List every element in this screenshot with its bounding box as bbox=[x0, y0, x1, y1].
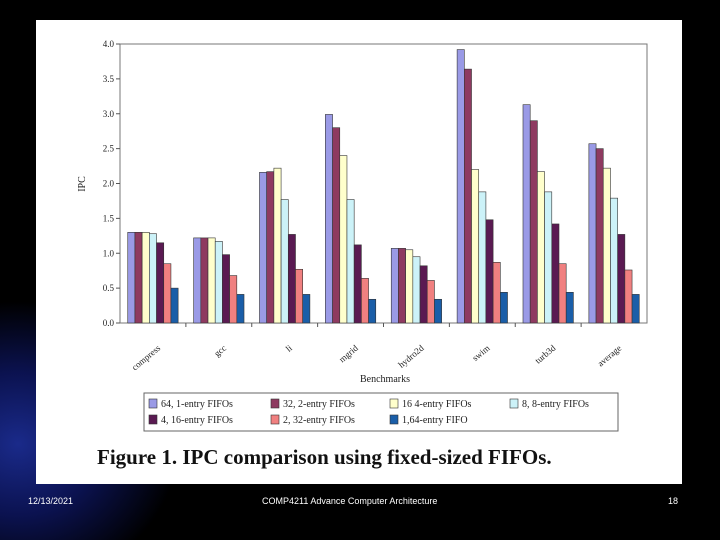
legend-label: 4, 16-entry FIFOs bbox=[161, 415, 233, 426]
bar bbox=[207, 237, 216, 324]
legend-label: 1,64-entry FIFO bbox=[402, 415, 468, 426]
legend-swatch bbox=[389, 398, 399, 409]
bar bbox=[127, 232, 136, 324]
legend-label: 64, 1-entry FIFOs bbox=[161, 399, 233, 410]
bar bbox=[134, 232, 143, 324]
bar bbox=[398, 248, 406, 324]
legend-label: 8, 8-entry FIFOs bbox=[522, 399, 589, 410]
bar bbox=[390, 248, 399, 324]
bar bbox=[229, 275, 238, 324]
bar bbox=[170, 287, 179, 324]
bar bbox=[149, 233, 157, 324]
bar bbox=[419, 265, 428, 324]
bar bbox=[222, 254, 230, 324]
legend-label: 16 4-entry FIFOs bbox=[402, 399, 472, 410]
bar bbox=[464, 68, 472, 324]
y-tick-label: 4.0 bbox=[103, 39, 115, 49]
bar bbox=[266, 171, 275, 324]
bar bbox=[193, 237, 202, 324]
y-tick-label: 1.5 bbox=[103, 213, 115, 223]
bar bbox=[163, 263, 172, 324]
x-axis-label: Benchmarks bbox=[360, 374, 410, 385]
x-tick-label: swim bbox=[470, 343, 491, 363]
bar bbox=[259, 172, 267, 324]
x-tick-label: gcc bbox=[212, 343, 228, 359]
x-tick-label: hydro2d bbox=[396, 343, 426, 370]
bar bbox=[617, 234, 626, 324]
bar bbox=[500, 292, 508, 324]
y-tick-label: 2.5 bbox=[103, 144, 115, 154]
legend-swatch bbox=[270, 414, 280, 425]
bar bbox=[624, 269, 633, 324]
bar bbox=[412, 256, 421, 324]
bar bbox=[353, 244, 362, 324]
bar bbox=[544, 191, 553, 324]
bar bbox=[492, 262, 501, 324]
bar bbox=[602, 167, 611, 324]
bar bbox=[565, 292, 574, 324]
bar bbox=[273, 167, 282, 324]
bar bbox=[368, 298, 377, 324]
footer-date: 12/13/2021 bbox=[28, 496, 74, 506]
figure-caption: Figure 1. IPC comparison using fixed-siz… bbox=[97, 445, 552, 469]
bar bbox=[426, 280, 435, 324]
y-tick-label: 3.5 bbox=[103, 74, 115, 84]
bar bbox=[361, 278, 369, 324]
bar bbox=[529, 120, 538, 324]
legend-label: 2, 32-entry FIFOs bbox=[283, 415, 355, 426]
legend-swatch bbox=[148, 414, 158, 425]
legend-label: 32, 2-entry FIFOs bbox=[283, 399, 355, 410]
footer-page-number: 18 bbox=[668, 496, 679, 506]
x-tick-label: average bbox=[595, 343, 623, 369]
legend-box bbox=[143, 392, 619, 432]
bar bbox=[588, 143, 597, 324]
bar bbox=[236, 294, 245, 324]
bar bbox=[551, 223, 560, 324]
bar bbox=[471, 169, 480, 324]
bar bbox=[631, 294, 640, 324]
bar bbox=[339, 155, 348, 324]
legend-swatch bbox=[389, 414, 399, 425]
bar bbox=[522, 104, 531, 324]
bar bbox=[456, 49, 465, 324]
bar bbox=[156, 242, 165, 324]
x-tick-label: li bbox=[284, 343, 295, 354]
footer-course-title: COMP4211 Advance Computer Architecture bbox=[262, 496, 438, 506]
y-tick-label: 0.5 bbox=[103, 283, 115, 293]
bar bbox=[346, 199, 355, 324]
x-tick-label: mgrid bbox=[337, 343, 360, 365]
bar bbox=[287, 234, 296, 324]
bar bbox=[595, 148, 604, 324]
bar bbox=[200, 237, 209, 324]
x-tick-label: turb3d bbox=[533, 343, 558, 366]
bar bbox=[405, 249, 414, 324]
bar bbox=[325, 114, 333, 324]
bar bbox=[558, 263, 567, 324]
legend-swatch bbox=[270, 398, 280, 409]
legend-swatch bbox=[148, 398, 158, 409]
bar bbox=[302, 294, 311, 324]
bar bbox=[295, 268, 303, 324]
bar bbox=[434, 298, 442, 324]
y-tick-label: 0.0 bbox=[103, 318, 115, 328]
bar bbox=[485, 219, 494, 324]
bar bbox=[141, 232, 150, 324]
bar bbox=[280, 199, 289, 324]
y-tick-label: 2.0 bbox=[103, 179, 115, 189]
y-axis-label: IPC bbox=[77, 176, 88, 192]
legend-swatch bbox=[509, 398, 519, 409]
bar bbox=[478, 191, 487, 324]
y-tick-label: 3.0 bbox=[103, 109, 115, 119]
bar bbox=[537, 171, 545, 324]
bar bbox=[610, 197, 618, 324]
bar bbox=[332, 127, 341, 324]
x-tick-label: compress bbox=[130, 343, 163, 373]
y-tick-label: 1.0 bbox=[103, 248, 115, 258]
bar bbox=[214, 241, 223, 324]
